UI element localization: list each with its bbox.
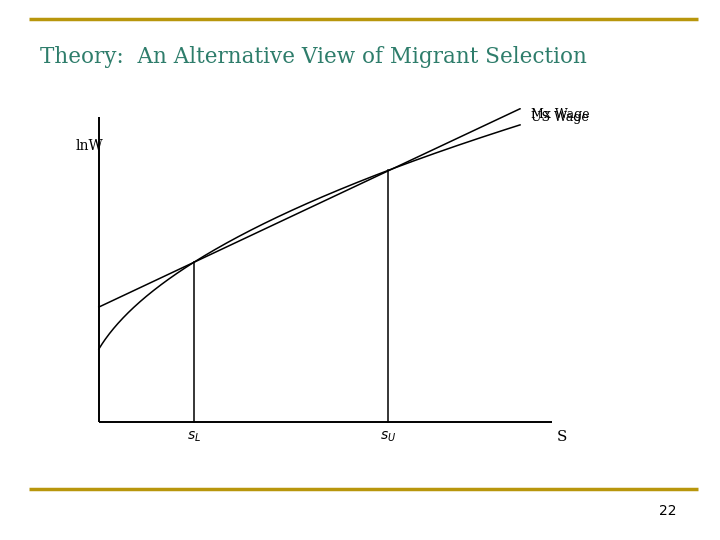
Text: $s_L$: $s_L$	[186, 430, 201, 444]
Text: Theory:  An Alternative View of Migrant Selection: Theory: An Alternative View of Migrant S…	[40, 46, 587, 68]
Text: Mx Wage: Mx Wage	[531, 108, 589, 121]
Text: lnW: lnW	[75, 139, 103, 153]
Text: $s_U$: $s_U$	[380, 430, 397, 444]
Text: 22: 22	[660, 504, 677, 518]
Text: S: S	[557, 430, 567, 444]
Text: US Wage: US Wage	[531, 111, 588, 124]
